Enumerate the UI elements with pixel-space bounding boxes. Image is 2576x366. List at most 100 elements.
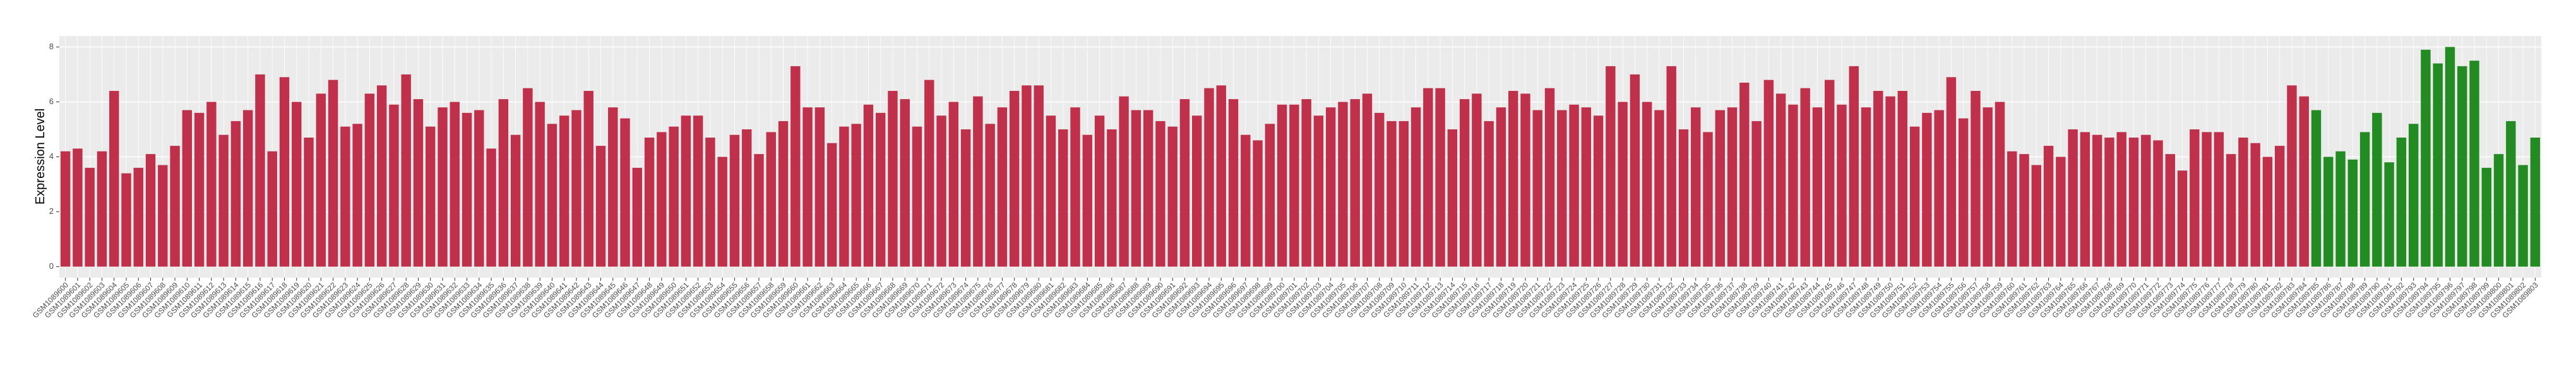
bar <box>1167 126 1178 267</box>
bar <box>1618 102 1628 267</box>
bar <box>1107 129 1117 267</box>
bar <box>401 74 411 267</box>
bar <box>1922 112 1932 267</box>
bar <box>2068 129 2078 267</box>
bar <box>158 165 168 267</box>
bar <box>1325 107 1336 267</box>
bar <box>1885 96 1895 267</box>
bar <box>888 91 898 267</box>
bar <box>474 110 484 267</box>
bar <box>2019 154 2029 267</box>
bar <box>1435 88 1445 267</box>
bar <box>1082 134 1092 267</box>
bar <box>352 124 362 267</box>
bar <box>1958 118 1969 267</box>
bar <box>1192 115 1202 267</box>
bar <box>1228 99 1239 267</box>
bar <box>2384 162 2394 267</box>
bar <box>2202 132 2212 267</box>
bar <box>2445 47 2455 267</box>
bar <box>1837 104 1847 267</box>
bar <box>1532 110 1542 267</box>
bar <box>1642 102 1652 267</box>
bar <box>620 118 630 267</box>
bar <box>742 129 752 267</box>
bar <box>1034 85 1044 267</box>
bar <box>2080 132 2090 267</box>
bar <box>729 134 740 267</box>
bar <box>790 66 801 267</box>
bar <box>717 156 727 267</box>
bar <box>608 107 618 267</box>
bar <box>230 121 241 267</box>
bar <box>1666 66 1676 267</box>
bar <box>376 85 387 267</box>
bar <box>669 126 679 267</box>
bar <box>912 126 922 267</box>
bar <box>1009 91 1020 267</box>
bar <box>839 126 849 267</box>
y-tick-label: 8 <box>49 42 54 51</box>
y-tick-label: 0 <box>49 261 54 271</box>
bar <box>1094 115 1105 267</box>
bar <box>1216 85 1226 267</box>
bar <box>1715 110 1726 267</box>
bar <box>523 88 533 267</box>
bar <box>1070 107 1080 267</box>
bar <box>242 110 253 267</box>
bar <box>1727 107 1738 267</box>
bar <box>1362 93 1373 267</box>
bar <box>1459 99 1470 267</box>
bar <box>1058 129 1068 267</box>
bar <box>1241 134 1251 267</box>
bar <box>1739 82 1750 267</box>
bar <box>2311 110 2322 267</box>
bar <box>2274 146 2285 267</box>
bar <box>1812 107 1823 267</box>
bar <box>1703 132 1713 267</box>
bar <box>2530 138 2541 267</box>
bar <box>85 167 95 267</box>
bar <box>1971 91 1981 267</box>
bar <box>2007 151 2017 267</box>
bar <box>814 107 825 267</box>
bar <box>1423 88 1433 267</box>
bar <box>462 112 472 267</box>
bar <box>1593 115 1604 267</box>
bar <box>1995 102 2005 267</box>
bar <box>778 121 789 267</box>
bar <box>547 124 558 267</box>
bar <box>2493 154 2504 267</box>
bar <box>316 93 326 267</box>
bar <box>1508 91 1518 267</box>
bar <box>2250 143 2260 267</box>
bar <box>705 138 715 267</box>
bar <box>1800 88 1810 267</box>
bar <box>1606 66 1616 267</box>
y-tick-label: 4 <box>49 151 54 161</box>
bar <box>267 151 277 267</box>
bar <box>2165 154 2175 267</box>
bar <box>1581 107 1592 267</box>
bar <box>863 104 874 267</box>
bar <box>121 173 131 267</box>
bar <box>2128 138 2139 267</box>
bar <box>279 77 290 267</box>
bar <box>1909 126 1920 267</box>
bar <box>1046 115 1056 267</box>
bar <box>1946 77 1957 267</box>
bar <box>1849 66 1859 267</box>
bar <box>2433 63 2443 267</box>
bar <box>924 80 934 267</box>
bar <box>1678 129 1689 267</box>
bar <box>2226 154 2236 267</box>
bar <box>498 99 509 267</box>
bar <box>60 151 71 267</box>
bar <box>1022 85 1032 267</box>
bar <box>644 138 655 267</box>
bar <box>1630 74 1640 267</box>
bar <box>2262 156 2273 267</box>
bar <box>997 107 1008 267</box>
bar <box>1155 121 1166 267</box>
bar <box>1544 88 1555 267</box>
